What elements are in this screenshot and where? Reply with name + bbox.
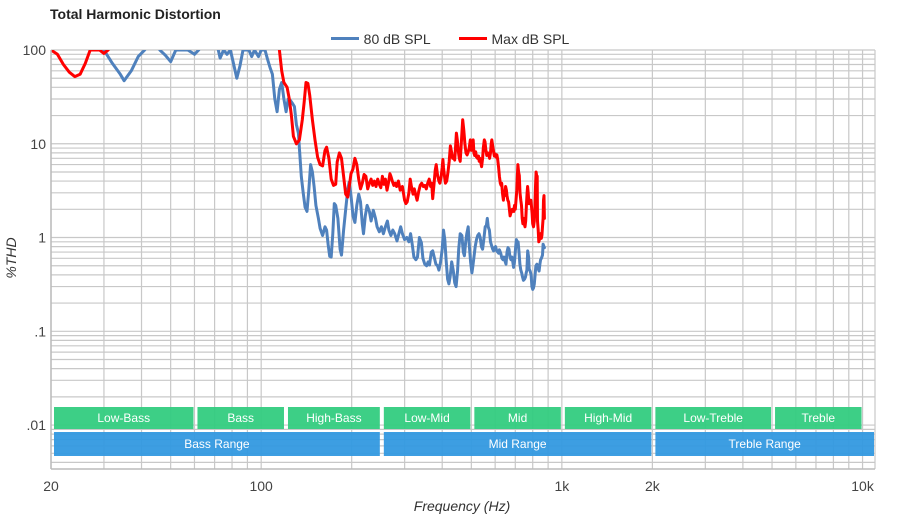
x-tick-label: 10k — [851, 478, 875, 494]
series-line-80db — [102, 50, 147, 83]
band-label: Mid — [508, 411, 527, 425]
series-line-max — [51, 50, 110, 79]
band-rect — [287, 407, 380, 429]
band-treble: Treble — [775, 407, 862, 429]
band-mid: Mid — [474, 407, 561, 429]
series-line-max — [277, 50, 546, 244]
x-axis-title: Frequency (Hz) — [414, 498, 510, 514]
legend-item-max[interactable]: Max dB SPL — [458, 30, 570, 47]
y-axis-title: %THD — [3, 237, 19, 278]
legend-label-80db: 80 dB SPL — [363, 30, 431, 47]
band-label: Mid Range — [489, 437, 547, 451]
band-treble-range: Treble Range — [655, 432, 874, 456]
grid — [50, 49, 876, 469]
band-mid-range: Mid Range — [383, 432, 652, 456]
band-low-mid: Low-Mid — [383, 407, 471, 429]
x-tick-label: 1k — [554, 478, 570, 494]
band-label: High-Bass — [306, 411, 361, 425]
series-line-80db — [216, 50, 546, 291]
band-rect — [197, 407, 284, 429]
band-rect — [564, 407, 652, 429]
band-high-mid: High-Mid — [564, 407, 652, 429]
legend-item-80db[interactable]: 80 dB SPL — [330, 30, 431, 47]
band-rect — [655, 432, 874, 456]
band-label: Low-Treble — [683, 411, 743, 425]
band-high-bass: High-Bass — [287, 407, 380, 429]
band-rect — [383, 407, 471, 429]
y-tick-label: .1 — [34, 323, 46, 339]
band-low-bass: Low-Bass — [54, 407, 194, 429]
band-label: Treble — [802, 411, 836, 425]
legend-swatch-80db — [330, 37, 359, 40]
y-tick-label: 10 — [30, 136, 46, 152]
series-line-80db — [158, 50, 201, 64]
band-label: Treble Range — [729, 437, 802, 451]
band-rect — [775, 407, 862, 429]
x-tick-label: 100 — [249, 478, 273, 494]
chart-title: Total Harmonic Distortion — [50, 6, 221, 22]
series-lines — [51, 50, 546, 291]
legend: 80 dB SPL Max dB SPL — [0, 27, 900, 47]
band-label: Bass — [227, 411, 254, 425]
x-tick-label: 20 — [43, 478, 59, 494]
band-label: Bass Range — [184, 437, 250, 451]
legend-label-max: Max dB SPL — [491, 30, 570, 47]
band-bass: Bass — [197, 407, 284, 429]
band-low-treble: Low-Treble — [655, 407, 772, 429]
band-label: High-Mid — [584, 411, 632, 425]
band-bass-range: Bass Range — [54, 432, 380, 456]
band-label: Low-Bass — [97, 411, 150, 425]
axes: 20 100 1k 2k 10k 100 10 1 .1 .01 — [23, 42, 875, 494]
band-label: Low-Mid — [404, 411, 449, 425]
x-tick-label: 2k — [645, 478, 661, 494]
y-tick-label: 100 — [23, 42, 47, 58]
band-rect — [474, 407, 561, 429]
band-rect — [655, 407, 772, 429]
frequency-bands: Low-Bass Bass High-Bass Low-Mid Mid High-Mid L… — [54, 407, 874, 456]
band-rect — [54, 432, 380, 456]
y-tick-label: .01 — [27, 417, 47, 433]
y-tick-label: 1 — [38, 230, 46, 246]
legend-swatch-max — [458, 37, 487, 40]
band-rect — [54, 407, 194, 429]
band-rect — [383, 432, 652, 456]
